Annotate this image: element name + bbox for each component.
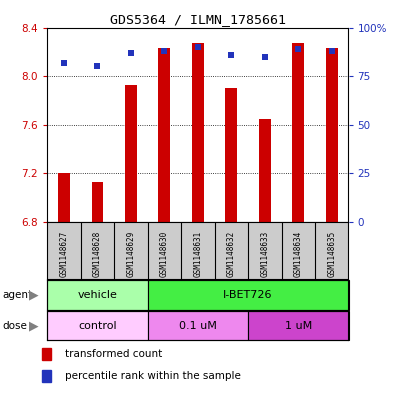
Point xyxy=(127,50,134,56)
Text: GSM1148627: GSM1148627 xyxy=(59,231,68,277)
Point xyxy=(294,46,301,52)
Text: GSM1148628: GSM1148628 xyxy=(93,231,101,277)
Text: agent: agent xyxy=(2,290,32,300)
Text: GSM1148630: GSM1148630 xyxy=(160,231,169,277)
Text: 1 uM: 1 uM xyxy=(284,321,311,331)
Point xyxy=(328,48,334,54)
Bar xyxy=(47,280,147,310)
Text: GSM1148635: GSM1148635 xyxy=(326,231,335,277)
Text: GSM1148633: GSM1148633 xyxy=(260,231,269,277)
Bar xyxy=(91,182,103,222)
Text: GSM1148632: GSM1148632 xyxy=(226,231,235,277)
Bar xyxy=(225,88,236,222)
Bar xyxy=(292,43,303,222)
Point xyxy=(161,48,167,54)
Bar xyxy=(147,280,348,310)
Point xyxy=(61,59,67,66)
Point xyxy=(227,51,234,58)
Bar xyxy=(191,43,203,222)
Text: GSM1148631: GSM1148631 xyxy=(193,231,202,277)
Point xyxy=(94,63,101,70)
Text: I-BET726: I-BET726 xyxy=(223,290,272,300)
Bar xyxy=(58,173,70,222)
Text: ▶: ▶ xyxy=(29,319,38,332)
Point xyxy=(261,53,267,60)
Text: percentile rank within the sample: percentile rank within the sample xyxy=(65,371,240,381)
Text: transformed count: transformed count xyxy=(65,349,162,360)
Bar xyxy=(47,311,147,340)
Text: vehicle: vehicle xyxy=(77,290,117,300)
Text: ▶: ▶ xyxy=(29,288,38,301)
Text: control: control xyxy=(78,321,117,331)
Bar xyxy=(258,119,270,222)
Text: GSM1148634: GSM1148634 xyxy=(293,231,302,277)
Bar xyxy=(125,84,136,222)
Text: 0.1 uM: 0.1 uM xyxy=(178,321,216,331)
Point xyxy=(194,44,201,50)
Bar xyxy=(42,370,51,382)
Bar xyxy=(42,348,51,360)
Bar xyxy=(247,311,348,340)
Bar xyxy=(147,311,247,340)
Title: GDS5364 / ILMN_1785661: GDS5364 / ILMN_1785661 xyxy=(110,13,285,26)
Text: GSM1148629: GSM1148629 xyxy=(126,231,135,277)
Text: dose: dose xyxy=(2,321,27,331)
Bar xyxy=(158,48,170,222)
Bar xyxy=(325,48,337,222)
